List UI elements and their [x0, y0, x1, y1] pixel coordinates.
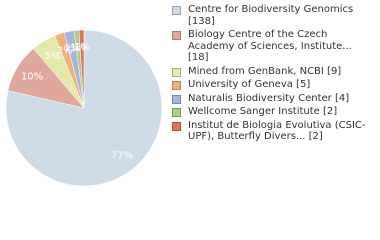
slice-label: 2%: [64, 43, 80, 54]
slice-label: 77%: [111, 151, 133, 162]
legend-item: Institut de Biologia Evolutiva (CSIC-UPF…: [172, 120, 372, 143]
slice-label: 10%: [21, 71, 43, 82]
slice-label: 5%: [45, 51, 61, 62]
legend-label: Centre for Biodiversity Genomics [138]: [188, 4, 354, 27]
legend-item: University of Geneva [5]: [172, 79, 372, 91]
legend-label: Naturalis Biodiversity Center [4]: [188, 92, 350, 104]
slice-label: 2%: [57, 45, 73, 56]
slice-label: 1%: [70, 42, 86, 53]
legend-item: Naturalis Biodiversity Center [4]: [172, 93, 372, 105]
pie-slice: [78, 29, 85, 109]
legend-item: Wellcome Sanger Institute [2]: [172, 106, 372, 118]
legend: Centre for Biodiversity Genomics [138] Bi…: [172, 4, 372, 145]
legend-label: Biology Centre of the Czech Academy of S…: [188, 29, 352, 63]
legend-item: Biology Centre of the Czech Academy of S…: [172, 29, 372, 64]
legend-label: Wellcome Sanger Institute [2]: [188, 106, 338, 117]
legend-label: University of Geneva [5]: [188, 79, 311, 90]
legend-swatch: [172, 81, 181, 90]
legend-item: Mined from GenBank, NCBI [9]: [172, 66, 372, 78]
legend-swatch: [172, 121, 181, 131]
pie: 77% 10%5%2%2%1%1%: [5, 29, 163, 187]
legend-swatch: [172, 6, 181, 15]
legend-swatch: [172, 108, 181, 117]
legend-label: Institut de Biologia Evolutiva (CSIC-UPF…: [188, 119, 366, 143]
legend-label: Mined from GenBank, NCBI [9]: [188, 65, 342, 77]
legend-swatch: [172, 67, 181, 77]
slice-label: 1%: [74, 42, 90, 53]
legend-item: Centre for Biodiversity Genomics [138]: [172, 4, 372, 27]
legend-swatch: [172, 31, 181, 40]
legend-swatch: [172, 94, 181, 104]
